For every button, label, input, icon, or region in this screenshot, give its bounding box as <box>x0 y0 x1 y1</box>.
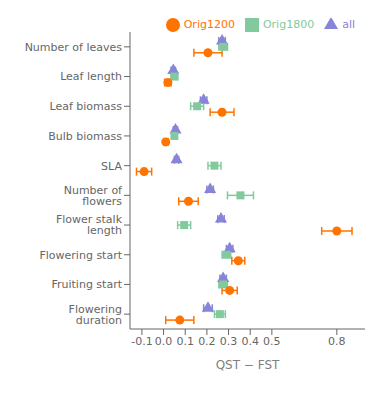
svg-text:Flowering start: Flowering start <box>39 249 122 262</box>
svg-text:Fruiting start: Fruiting start <box>51 278 122 291</box>
svg-text:Leaf length: Leaf length <box>60 70 122 83</box>
svg-text:Flower stalklength: Flower stalklength <box>56 213 123 237</box>
svg-text:0.5: 0.5 <box>263 335 281 348</box>
svg-text:0.4: 0.4 <box>241 335 259 348</box>
html-text:Orig1200: Orig1200 <box>183 18 235 31</box>
svg-text:Bulb biomass: Bulb biomass <box>48 130 122 143</box>
svg-text:0.0: 0.0 <box>155 335 173 348</box>
svg-text:Leaf biomass: Leaf biomass <box>50 100 123 113</box>
svg-text:SLA: SLA <box>101 160 122 173</box>
svg-text:0.8: 0.8 <box>328 335 346 348</box>
svg-text:QST − FST: QST − FST <box>216 358 280 372</box>
svg-text:0.3: 0.3 <box>220 335 238 348</box>
html-text:all: all <box>342 18 355 31</box>
html-text:Orig1800: Orig1800 <box>262 18 315 31</box>
svg-text:0.2: 0.2 <box>198 335 216 348</box>
svg-text:Number offlowers: Number offlowers <box>64 184 123 208</box>
svg-text:Floweringduration: Floweringduration <box>69 303 122 327</box>
svg-text:Number of leaves: Number of leaves <box>25 41 123 54</box>
svg-text:-0.1: -0.1 <box>131 335 152 348</box>
svg-text:0.1: 0.1 <box>176 335 194 348</box>
